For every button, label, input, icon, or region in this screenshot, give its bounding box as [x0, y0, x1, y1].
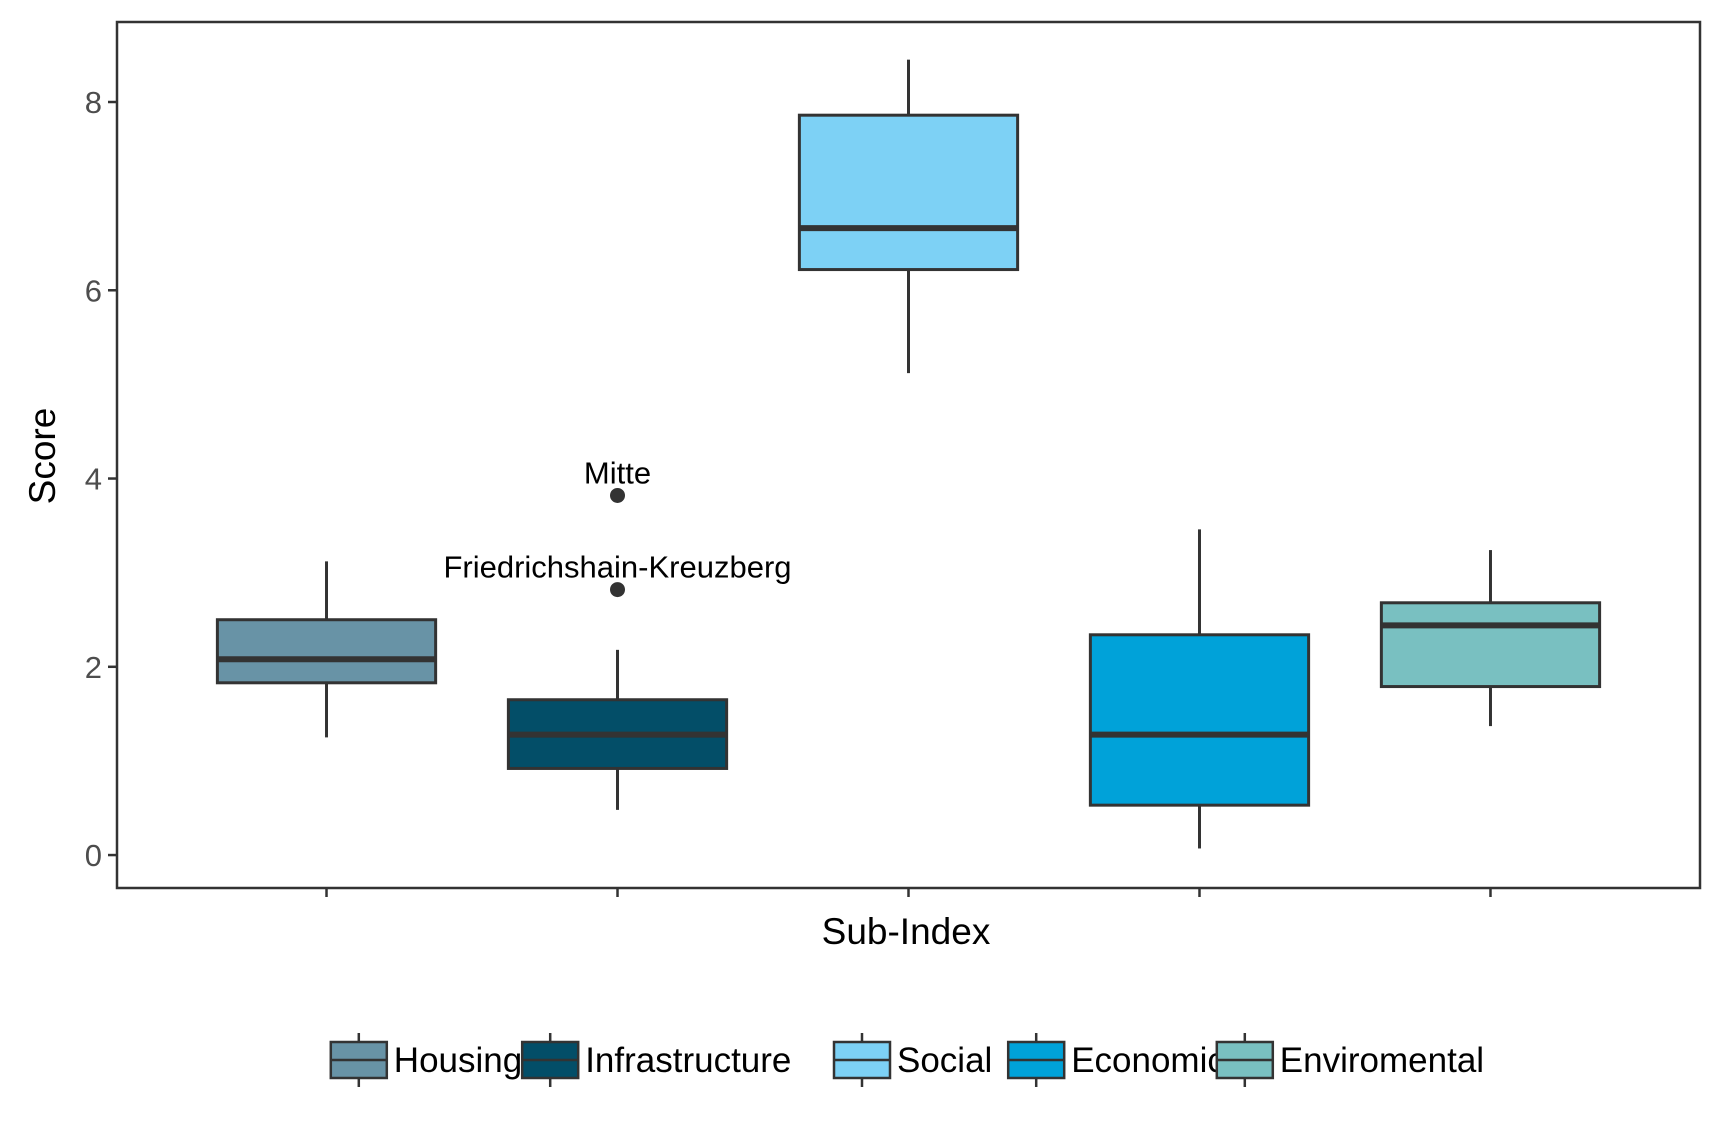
- legend-label: Housing: [394, 1041, 522, 1080]
- box-social-iqr: [797, 113, 1020, 272]
- plot-area: 0 2 4 6 8 Mitte Friedrichshain-Kreuzberg: [85, 20, 1702, 897]
- outlier-point: [610, 582, 626, 598]
- legend-item-enviromental: Enviromental: [1215, 1033, 1484, 1087]
- legend-item-economic: Economic: [1006, 1033, 1225, 1087]
- box-enviromental-iqr: [1379, 601, 1602, 689]
- legend-item-infrastructure: Infrastructure: [520, 1033, 791, 1087]
- y-tick-label: 2: [85, 650, 102, 685]
- legend-item-housing: Housing: [329, 1033, 522, 1087]
- box-economic-iqr: [1088, 633, 1311, 807]
- x-axis-title: Sub-Index: [822, 911, 991, 952]
- y-tick-label: 6: [85, 273, 102, 308]
- y-axis-title: Score: [22, 408, 63, 505]
- legend-label: Economic: [1071, 1041, 1225, 1080]
- legend: Housing Infrastructure Social Economic Envir…: [329, 1033, 1484, 1087]
- legend-label: Infrastructure: [585, 1041, 791, 1080]
- legend-label: Enviromental: [1280, 1041, 1484, 1080]
- y-tick-label: 8: [85, 85, 102, 120]
- y-tick-label: 4: [85, 462, 102, 497]
- outlier-label: Mitte: [584, 455, 651, 490]
- box-housing-iqr: [215, 618, 438, 685]
- y-tick-label: 0: [85, 838, 102, 873]
- legend-label: Social: [897, 1041, 992, 1080]
- outlier-label: Friedrichshain-Kreuzberg: [443, 550, 791, 585]
- legend-item-social: Social: [832, 1033, 992, 1087]
- outlier-point: [610, 487, 626, 503]
